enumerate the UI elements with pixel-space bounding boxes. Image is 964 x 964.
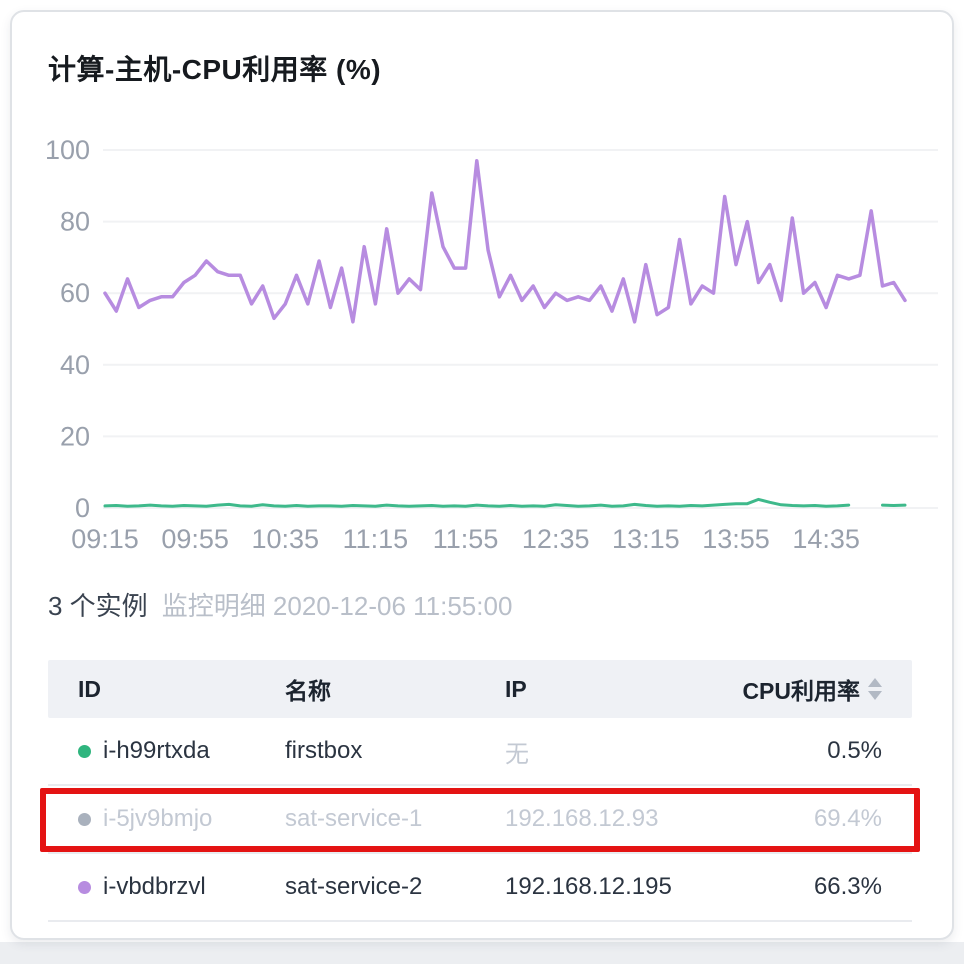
sort-icon[interactable]: [868, 678, 882, 700]
status-dot-green: [78, 744, 91, 758]
cell-id: i-5jv9bmjo: [103, 805, 213, 832]
svg-text:40: 40: [60, 350, 90, 380]
table-row-sat-service-2[interactable]: i-vbdbrzvl sat-service-2 192.168.12.195 …: [48, 854, 912, 922]
status-dot-purple: [78, 880, 91, 894]
svg-text:0: 0: [75, 493, 90, 523]
cell-id: i-vbdbrzvl: [103, 873, 206, 900]
svg-text:13:55: 13:55: [702, 524, 770, 554]
svg-text:11:15: 11:15: [343, 524, 409, 554]
cell-cpu: 0.5%: [827, 737, 882, 764]
page-background-strip: [0, 942, 964, 964]
cell-ip: 192.168.12.195: [505, 873, 672, 900]
sort-asc-icon: [868, 678, 882, 687]
svg-text:100: 100: [45, 135, 90, 165]
header-name: 名称: [285, 678, 331, 704]
page-title: 计算-主机-CPU利用率 (%): [48, 54, 382, 85]
cell-ip: 192.168.12.93: [505, 805, 659, 832]
cpu-chart-svg: 0 20 40 60 80 100 09:15 09:55 10:35 11:15 11:55 12:…: [45, 135, 938, 554]
svg-text:12:35: 12:35: [522, 524, 590, 554]
cpu-utilization-chart: 0 20 40 60 80 100 09:15 09:55 10:35 11:15 11:55 12:…: [45, 135, 938, 554]
svg-text:10:35: 10:35: [251, 524, 319, 554]
cell-name: sat-service-2: [285, 873, 423, 900]
cell-cpu: 69.4%: [813, 805, 882, 832]
header-id: ID: [78, 675, 101, 702]
table-row-sat-service-1[interactable]: i-5jv9bmjo sat-service-1 192.168.12.93 6…: [40, 786, 920, 854]
cell-ip: 无: [505, 740, 529, 768]
sort-desc-icon: [868, 691, 882, 700]
header-cpu-label: CPU利用率: [742, 678, 860, 704]
cell-name: firstbox: [285, 737, 363, 764]
svg-text:11:55: 11:55: [433, 524, 499, 554]
header-cpu-sort[interactable]: CPU利用率: [712, 672, 912, 706]
cell-name: sat-service-1: [285, 805, 423, 832]
svg-text:20: 20: [60, 421, 90, 451]
summary-line: 3 个实例 监控明细 2020-12-06 11:55:00: [48, 586, 512, 623]
monitor-detail-timestamp: 监控明细 2020-12-06 11:55:00: [161, 591, 513, 621]
cell-cpu: 66.3%: [813, 873, 882, 900]
table-header-row: ID 名称 IP CPU利用率: [48, 660, 912, 718]
header-ip: IP: [505, 675, 527, 702]
status-dot-gray: [78, 812, 91, 826]
instance-count: 3 个实例: [48, 591, 148, 621]
svg-text:60: 60: [60, 278, 90, 308]
svg-text:80: 80: [60, 207, 90, 237]
svg-text:14:35: 14:35: [792, 524, 860, 554]
svg-text:13:15: 13:15: [612, 524, 680, 554]
svg-text:09:15: 09:15: [71, 524, 139, 554]
cell-id: i-h99rtxda: [103, 737, 210, 764]
table-row-firstbox[interactable]: i-h99rtxda firstbox 无 0.5%: [48, 718, 912, 786]
instance-table: ID 名称 IP CPU利用率 i-h99rtxda firstbox 无 0.…: [40, 660, 920, 922]
svg-text:09:55: 09:55: [161, 524, 229, 554]
